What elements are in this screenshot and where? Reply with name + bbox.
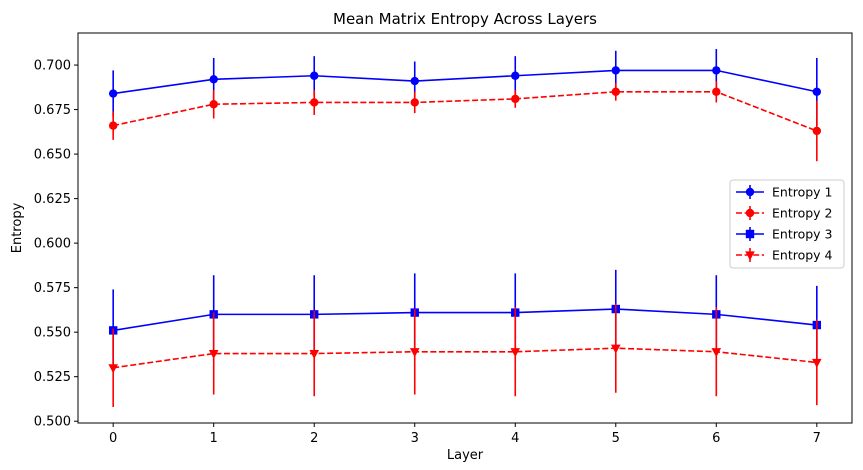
y-tick-label: 0.600 <box>34 237 71 252</box>
y-tick-label: 0.575 <box>34 281 71 296</box>
x-tick-label: 2 <box>310 431 318 446</box>
x-tick-label: 4 <box>511 431 519 446</box>
series-4 <box>108 303 822 407</box>
y-tick-label: 0.550 <box>34 326 71 341</box>
x-tick-label: 6 <box>712 431 720 446</box>
y-tick-label: 0.675 <box>34 103 71 118</box>
data-point <box>310 71 319 80</box>
legend-item: Entropy 2 <box>736 206 833 221</box>
y-axis-label: Entropy <box>10 202 25 253</box>
legend-item: Entropy 4 <box>736 248 833 263</box>
x-tick-label: 7 <box>813 431 821 446</box>
x-tick-label: 5 <box>612 431 620 446</box>
data-point <box>712 87 721 96</box>
data-point <box>208 349 219 359</box>
data-point <box>510 348 521 358</box>
y-tick-label: 0.700 <box>34 59 71 74</box>
data-point <box>410 98 419 107</box>
series-line <box>113 90 818 132</box>
plot-frame <box>77 32 853 424</box>
data-point <box>511 94 520 104</box>
y-tick-label: 0.525 <box>34 370 71 385</box>
series-2 <box>108 81 822 162</box>
data-point <box>812 87 822 96</box>
data-point <box>108 89 118 98</box>
data-point <box>711 348 722 358</box>
data-point <box>209 100 218 109</box>
data-point <box>611 87 620 96</box>
legend-marker <box>745 208 755 218</box>
data-point <box>812 126 822 136</box>
x-axis-label: Layer <box>447 448 484 463</box>
series-line <box>113 347 817 369</box>
legend-label: Entropy 3 <box>772 227 833 242</box>
data-point <box>611 66 620 75</box>
legend-marker <box>745 187 755 197</box>
data-point <box>409 348 420 358</box>
data-point <box>108 364 118 374</box>
series-line <box>113 308 817 332</box>
legend-box <box>729 179 845 269</box>
x-tick-label: 1 <box>210 431 218 446</box>
axes: 0.500 0.525 0.550 0.575 0.600 0.625 0.650 0.675… <box>34 59 821 446</box>
data-point <box>410 76 419 86</box>
legend: Entropy 1 Entropy 2 Entropy 3 Entropy 4 <box>729 179 845 269</box>
legend-item: Entropy 3 <box>736 227 833 242</box>
legend-label: Entropy 4 <box>772 248 833 263</box>
y-tick-label: 0.625 <box>34 192 71 207</box>
data-point <box>812 358 822 368</box>
data-point <box>209 75 218 84</box>
y-tick-label: 0.500 <box>34 415 71 430</box>
x-tick-label: 0 <box>109 431 117 446</box>
legend-label: Entropy 1 <box>772 185 833 200</box>
legend-marker <box>745 251 755 261</box>
data-point <box>310 98 319 107</box>
data-point <box>712 66 721 75</box>
chart-title: Mean Matrix Entropy Across Layers <box>333 10 597 28</box>
x-tick-label: 3 <box>411 431 419 446</box>
legend-item: Entropy 1 <box>736 185 833 200</box>
data-point <box>511 71 520 80</box>
data-point <box>108 121 118 130</box>
legend-label: Entropy 2 <box>772 206 833 221</box>
plot-area <box>108 49 822 407</box>
data-point <box>610 344 621 354</box>
legend-marker <box>745 229 755 239</box>
data-point <box>309 349 320 359</box>
y-tick-label: 0.650 <box>34 148 71 163</box>
series-line <box>113 69 817 95</box>
